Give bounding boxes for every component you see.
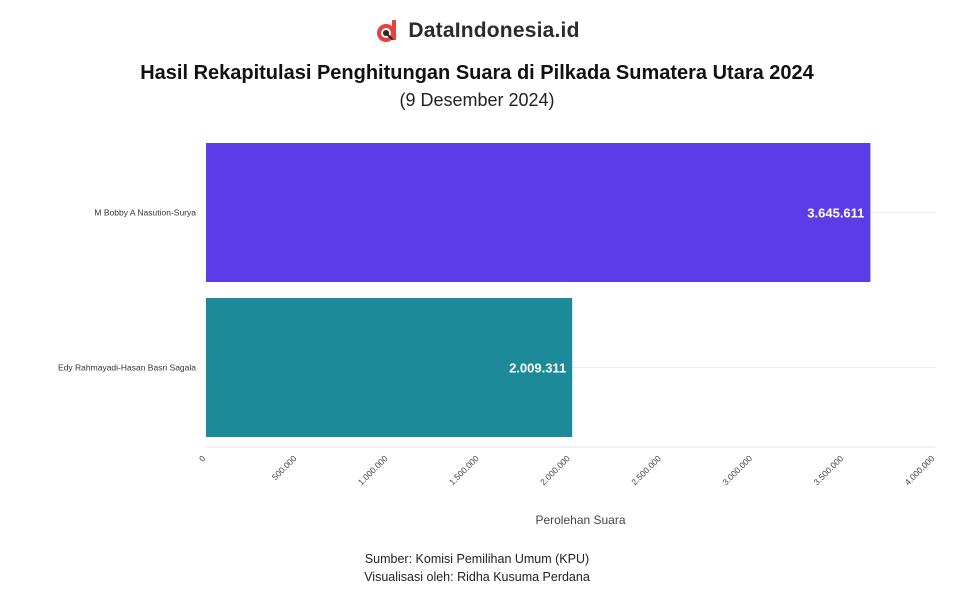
x-tick-label: 1.500.000 (447, 453, 481, 487)
x-tick-label: 3.000.000 (720, 453, 754, 487)
chart-subtitle: (9 Desember 2024) (399, 90, 555, 110)
bar-value-label: 3.645.611 (807, 206, 864, 221)
x-tick-label: 4.000.000 (903, 453, 937, 487)
x-tick-label: 1.000.000 (356, 453, 390, 487)
x-tick-label: 2.500.000 (629, 453, 663, 487)
credit-note: Visualisasi oleh: Ridha Kusuma Perdana (364, 570, 590, 584)
bar (206, 298, 573, 437)
x-tick-label: 3.500.000 (811, 453, 845, 487)
x-tick-label: 500.000 (270, 453, 299, 482)
x-axis-title: Perolehan Suara (535, 513, 625, 527)
bar (206, 143, 871, 282)
x-tick-label: 2.000.000 (538, 453, 572, 487)
category-label: Edy Rahmayadi-Hasan Basri Sagala (58, 363, 196, 373)
category-label: M Bobby A Nasution-Surya (94, 208, 196, 218)
dataindonesia-logo-icon (377, 20, 397, 42)
source-note: Sumber: Komisi Pemilihan Umum (KPU) (364, 552, 590, 566)
brand-name: DataIndonesia.id (408, 19, 580, 42)
chart-title: Hasil Rekapitulasi Penghitungan Suara di… (140, 62, 814, 84)
brand-header: DataIndonesia.id (0, 18, 954, 44)
x-tick-label: 0 (197, 453, 208, 464)
bar-value-label: 2.009.311 (509, 361, 566, 376)
